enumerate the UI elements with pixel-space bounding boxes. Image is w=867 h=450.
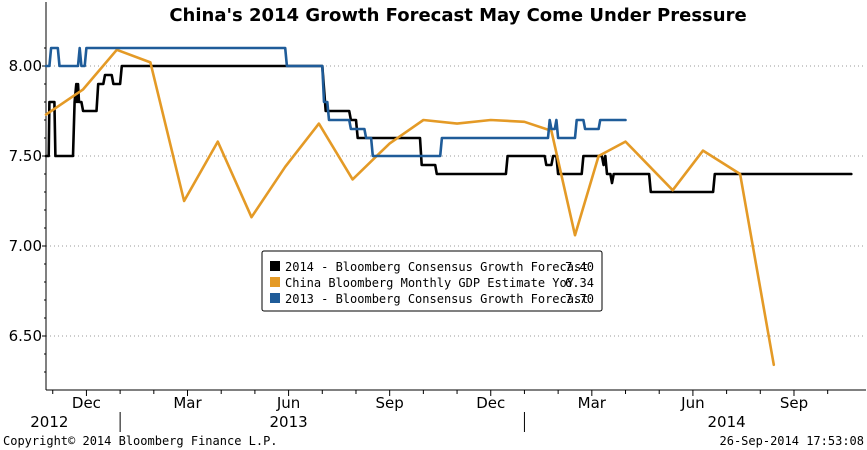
x-month-label: Sep bbox=[376, 394, 404, 412]
legend-value-gdp: 6.34 bbox=[565, 276, 594, 290]
x-month-label: Jun bbox=[680, 394, 704, 412]
x-year-label: 2012 bbox=[30, 413, 68, 431]
y-axis: 8.00 7.50 7.00 6.50 bbox=[9, 2, 47, 390]
x-axis: Dec Mar Jun Sep Dec Mar Jun Sep 2012 2013 2014 bbox=[30, 389, 866, 432]
series-line-2 bbox=[44, 46, 627, 158]
x-year-label: 2014 bbox=[708, 413, 746, 431]
x-month-label: Jun bbox=[276, 394, 300, 412]
chart-title: China's 2014 Growth Forecast May Come Un… bbox=[169, 5, 746, 26]
x-year-label: 2013 bbox=[269, 413, 307, 431]
legend-value-2014: 7.40 bbox=[565, 260, 594, 274]
legend-swatch-gdp bbox=[270, 277, 280, 287]
copyright-text: Copyright© 2014 Bloomberg Finance L.P. bbox=[3, 434, 278, 448]
x-month-label: Mar bbox=[578, 394, 607, 412]
x-month-label: Dec bbox=[476, 394, 505, 412]
series-lines bbox=[44, 46, 853, 367]
series-line-0 bbox=[44, 64, 853, 194]
timestamp-text: 26-Sep-2014 17:53:08 bbox=[720, 434, 865, 448]
legend: 2014 - Bloomberg Consensus Growth Foreca… bbox=[261, 250, 603, 312]
legend-swatch-2014 bbox=[270, 261, 280, 271]
y-tick-label: 7.00 bbox=[9, 237, 42, 255]
x-month-label: Sep bbox=[780, 394, 808, 412]
y-tick-label: 8.00 bbox=[9, 57, 42, 75]
y-tick-label: 7.50 bbox=[9, 147, 42, 165]
legend-box bbox=[261, 250, 603, 312]
series-line-1 bbox=[44, 48, 776, 367]
legend-label-2013: 2013 - Bloomberg Consensus Growth Foreca… bbox=[285, 292, 588, 306]
legend-value-2013: 7.70 bbox=[565, 292, 594, 306]
legend-label-2014: 2014 - Bloomberg Consensus Growth Foreca… bbox=[285, 260, 588, 274]
legend-swatch-2013 bbox=[270, 293, 280, 303]
y-tick-label: 6.50 bbox=[9, 327, 42, 345]
x-month-label: Mar bbox=[173, 394, 202, 412]
x-month-label: Dec bbox=[72, 394, 101, 412]
legend-label-gdp: China Bloomberg Monthly GDP Estimate YoY bbox=[285, 276, 575, 290]
